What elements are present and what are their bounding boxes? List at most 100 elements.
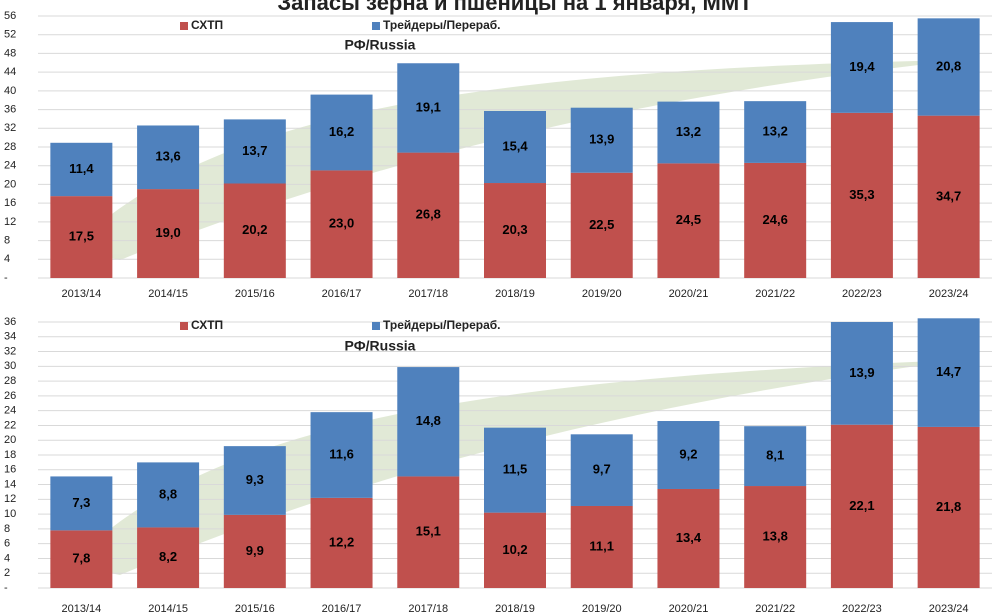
data-label: 23,0: [329, 216, 354, 231]
data-label: 11,1: [589, 538, 614, 553]
y-tick-label: 52: [4, 29, 16, 41]
data-label: 9,2: [679, 446, 697, 461]
data-label: 13,9: [589, 132, 614, 147]
data-label: 8,8: [159, 486, 177, 501]
x-tick-label: 2019/20: [582, 603, 622, 614]
data-label: 11,5: [503, 462, 528, 477]
y-tick-label: 32: [4, 122, 16, 134]
y-tick-label: 24: [4, 405, 16, 417]
data-label: 13,9: [849, 365, 874, 380]
y-tick-label: 56: [4, 10, 16, 22]
data-label: 8,1: [766, 448, 784, 463]
legend-label: Трейдеры/Перераб.: [383, 318, 501, 332]
data-label: 22,5: [589, 217, 614, 232]
data-label: 13,2: [676, 124, 701, 139]
y-tick-label: 16: [4, 197, 16, 209]
y-tick-label: 36: [4, 316, 16, 328]
data-label: 12,2: [329, 534, 354, 549]
data-label: 35,3: [849, 187, 874, 202]
data-label: 9,9: [246, 543, 264, 558]
data-label: 9,3: [246, 472, 264, 487]
legend-label: СХТП: [191, 318, 223, 332]
x-tick-label: 2013/14: [61, 288, 101, 300]
y-tick-label: 8: [4, 234, 10, 246]
data-label: 14,7: [936, 364, 961, 379]
y-tick-label: 40: [4, 85, 16, 97]
x-tick-label: 2022/23: [842, 603, 882, 614]
data-label: 8,2: [159, 549, 177, 564]
x-tick-label: 2014/15: [148, 288, 188, 300]
data-label: 20,8: [936, 58, 961, 73]
y-tick-label: 34: [4, 331, 16, 343]
legend-swatch: [372, 322, 380, 330]
x-tick-label: 2021/22: [755, 603, 795, 614]
data-label: 14,8: [416, 413, 441, 428]
y-tick-label: 28: [4, 141, 16, 153]
y-tick-label: 48: [4, 47, 16, 59]
y-tick-label: 18: [4, 449, 16, 461]
y-tick-label: 10: [4, 508, 16, 520]
legend-label: Трейдеры/Перераб.: [383, 18, 501, 32]
data-label: 24,6: [763, 212, 788, 227]
y-tick-label: -: [4, 272, 8, 284]
y-tick-label: 4: [4, 552, 10, 564]
x-tick-label: 2017/18: [408, 288, 448, 300]
data-label: 17,5: [69, 229, 94, 244]
legend-swatch: [180, 22, 188, 30]
x-tick-label: 2018/19: [495, 603, 535, 614]
data-label: 16,2: [329, 124, 354, 139]
x-tick-label: 2014/15: [148, 603, 188, 614]
data-label: 19,1: [416, 99, 441, 114]
y-tick-label: 2: [4, 567, 10, 579]
legend-swatch: [372, 22, 380, 30]
x-tick-label: 2015/16: [235, 288, 275, 300]
data-label: 11,4: [69, 161, 94, 176]
x-tick-label: 2021/22: [755, 288, 795, 300]
data-label: 13,8: [763, 528, 788, 543]
data-label: 22,1: [849, 498, 874, 513]
y-tick-label: 8: [4, 523, 10, 535]
data-label: 15,4: [502, 138, 528, 153]
x-tick-label: 2016/17: [322, 288, 362, 300]
data-label: 24,5: [676, 212, 701, 227]
data-label: 9,7: [593, 462, 611, 477]
data-label: 7,3: [72, 495, 90, 510]
data-label: 7,8: [72, 551, 90, 566]
y-tick-label: 14: [4, 478, 16, 490]
y-tick-label: 28: [4, 375, 16, 387]
y-tick-label: -: [4, 582, 8, 594]
data-label: 26,8: [416, 207, 441, 222]
data-label: 13,6: [155, 149, 180, 164]
y-tick-label: 30: [4, 360, 16, 372]
y-tick-label: 24: [4, 160, 16, 172]
data-label: 20,3: [502, 222, 527, 237]
chart-subtitle: РФ/Russia: [345, 37, 416, 53]
data-label: 19,0: [155, 225, 180, 240]
chart: Запасы зерна и пшеницы на 1 января, ММТ …: [0, 0, 995, 614]
data-label: 15,1: [416, 524, 441, 539]
chart-title: Запасы зерна и пшеницы на 1 января, ММТ: [277, 0, 753, 15]
data-label: 19,4: [849, 59, 875, 74]
x-tick-label: 2017/18: [408, 603, 448, 614]
y-tick-label: 20: [4, 434, 16, 446]
y-tick-label: 16: [4, 464, 16, 476]
x-tick-label: 2013/14: [61, 603, 101, 614]
y-tick-label: 22: [4, 419, 16, 431]
y-tick-label: 12: [4, 216, 16, 228]
data-label: 13,2: [763, 123, 788, 138]
y-tick-label: 12: [4, 493, 16, 505]
data-label: 20,2: [242, 222, 267, 237]
legend-swatch: [180, 322, 188, 330]
y-tick-label: 20: [4, 178, 16, 190]
y-tick-label: 4: [4, 253, 10, 265]
data-label: 21,8: [936, 499, 961, 514]
x-tick-label: 2020/21: [669, 603, 709, 614]
data-label: 13,4: [676, 530, 702, 545]
chart-subtitle: РФ/Russia: [345, 338, 416, 354]
x-tick-label: 2020/21: [669, 288, 709, 300]
data-label: 11,6: [329, 446, 354, 461]
y-tick-label: 36: [4, 103, 16, 115]
data-label: 13,7: [242, 143, 267, 158]
data-label: 10,2: [502, 542, 527, 557]
x-tick-label: 2019/20: [582, 288, 622, 300]
